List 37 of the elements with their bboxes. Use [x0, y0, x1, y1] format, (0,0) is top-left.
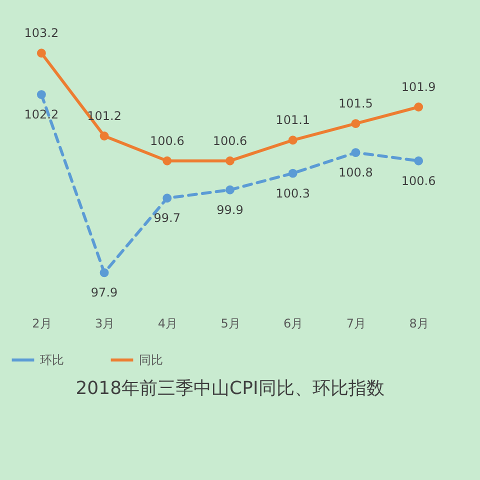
point [414, 156, 424, 166]
data-label: 99.9 [216, 202, 244, 217]
x-tick-label: 7月 [346, 316, 366, 330]
point [162, 156, 172, 166]
x-tick-label: 2月 [32, 316, 52, 330]
point [100, 268, 109, 278]
x-tick-label: 8月 [409, 316, 429, 330]
point [226, 185, 234, 194]
data-label: 97.9 [90, 286, 118, 300]
legend-label: 同比 [139, 353, 163, 367]
data-label: 103.2 [24, 26, 59, 40]
point [414, 102, 424, 112]
data-label: 102.2 [24, 108, 59, 122]
point [226, 156, 234, 166]
data-label: 101.1 [276, 113, 310, 128]
data-label: 100.6 [150, 134, 184, 148]
point [288, 168, 298, 178]
data-label: 100.8 [338, 166, 373, 180]
point [100, 132, 109, 140]
point [36, 90, 46, 100]
data-label: 101.5 [338, 96, 373, 111]
data-label: 101.9 [401, 80, 436, 94]
point [288, 136, 298, 145]
data-label: 99.7 [154, 211, 180, 226]
point [351, 148, 360, 158]
text: 2018年前三季中山CPI同比、环比指数 [76, 378, 384, 399]
point [162, 194, 172, 203]
x-tick-label: 6月 [284, 316, 304, 330]
x-tick-label: 5月 [220, 316, 240, 330]
point [351, 119, 360, 128]
x-tick-label: 3月 [94, 316, 115, 330]
data-label: 100.6 [212, 134, 248, 148]
data-label: 100.3 [276, 186, 310, 200]
x-tick-label: 4月 [158, 316, 178, 330]
point [36, 48, 46, 58]
legend-label: 环比 [40, 353, 64, 367]
data-label: 100.6 [401, 174, 436, 188]
